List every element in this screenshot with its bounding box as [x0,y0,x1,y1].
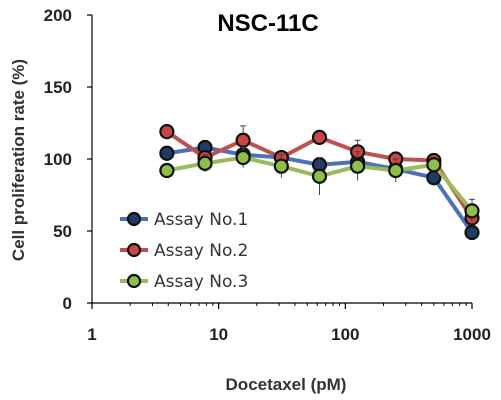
data-point [426,157,442,173]
data-point [273,158,289,174]
y-tick-label: 50 [53,222,72,241]
legend: Assay No.1 Assay No.2 Assay No.3 [120,210,248,292]
y-tick-label: 200 [44,6,72,25]
data-point [350,158,366,174]
y-tick-label: 100 [44,150,72,169]
x-tick-label: 1 [87,325,96,344]
legend-label: Assay No.1 [154,210,248,230]
data-point [159,162,175,179]
data-point [311,168,328,184]
data-point [159,145,175,161]
y-axis-title-group: Cell proliferation rate (%) [9,59,28,261]
data-point [197,155,213,171]
legend-label: Assay No.3 [154,272,248,292]
series-3 [159,146,480,223]
x-ticks: 1 10 100 1000 [87,303,491,344]
y-ticks: 0 50 100 150 200 [44,6,92,313]
data-point [159,124,175,140]
x-axis-title: Docetaxel (pM) [226,375,347,394]
y-tick-label: 150 [44,78,72,97]
chart-title: NSC-11C [217,10,318,37]
data-point [388,162,404,179]
data-point [464,203,480,219]
data-point [464,224,480,241]
y-tick-label: 0 [63,294,72,313]
x-tick-label: 100 [331,325,359,344]
legend-label: Assay No.2 [154,241,248,261]
legend-swatch-marker [126,211,142,227]
x-tick-label: 1000 [453,325,491,344]
data-point [311,129,328,145]
data-point [235,149,251,166]
series-layer [159,124,480,241]
x-tick-label: 10 [209,325,228,344]
legend-swatch-marker [126,242,142,258]
legend-swatch-marker [126,273,142,289]
data-point [235,132,251,148]
y-axis-title: Cell proliferation rate (%) [9,59,28,261]
